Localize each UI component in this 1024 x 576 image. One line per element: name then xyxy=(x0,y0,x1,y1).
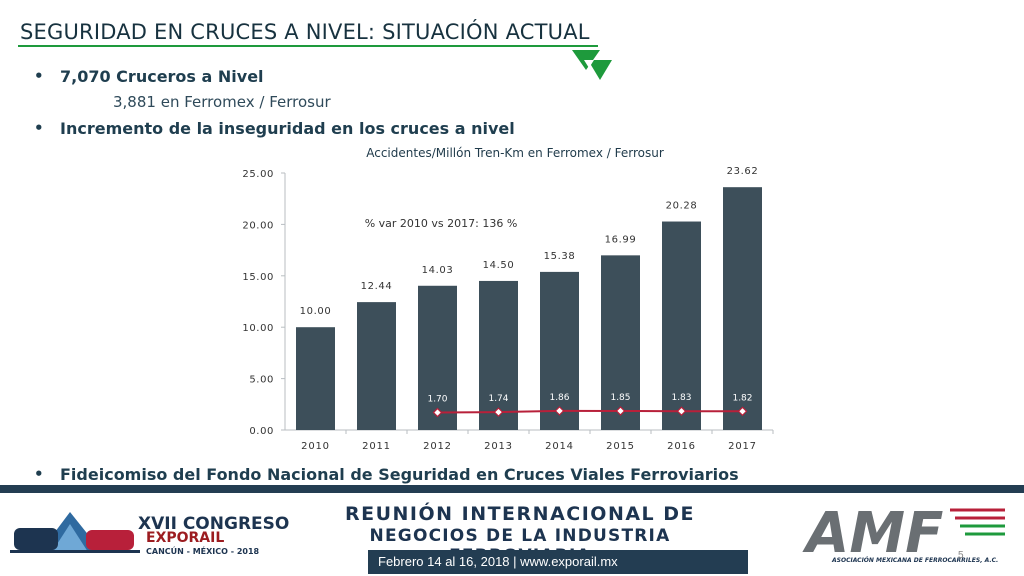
page-number: 5 xyxy=(958,550,964,561)
amf-organization-name: ASOCIACIÓN MEXICANA DE FERROCARRILES, A.… xyxy=(832,557,999,564)
x-tick-label: 2015 xyxy=(606,441,635,452)
bullet-crossings: • 7,070 Cruceros a Nivel xyxy=(34,67,264,86)
x-tick-label: 2013 xyxy=(484,441,513,452)
congress-location: CANCÚN - MÉXICO - 2018 xyxy=(146,547,260,556)
bar-value-label: 16.99 xyxy=(605,234,637,245)
x-tick-label: 2011 xyxy=(362,441,391,452)
line-point-marker xyxy=(615,406,626,416)
line-point-marker xyxy=(676,406,687,417)
bar-2015 xyxy=(601,255,640,430)
x-tick-label: 2017 xyxy=(728,441,757,452)
line-value-label: 1.86 xyxy=(549,393,569,403)
bullet-dot: • xyxy=(34,465,44,483)
bar-2011 xyxy=(357,302,396,430)
y-tick-label: 20.00 xyxy=(242,220,274,231)
bullet-insecurity: • Incremento de la inseguridad en los cr… xyxy=(34,119,515,138)
line-value-label: 1.74 xyxy=(488,394,508,404)
bar-value-label: 14.03 xyxy=(422,265,454,276)
bar-value-label: 15.38 xyxy=(544,251,576,262)
bar-2016 xyxy=(662,221,701,430)
amf-logo: AMF xyxy=(802,501,1005,558)
y-tick-label: 25.00 xyxy=(242,169,274,180)
bullet-insecurity-text: Incremento de la inseguridad en los cruc… xyxy=(60,119,515,138)
bar-2013 xyxy=(479,280,518,430)
line-value-label: 1.70 xyxy=(427,395,447,405)
bar-2010 xyxy=(296,327,335,430)
bar-2017 xyxy=(723,187,762,430)
amf-logo-text: AMF xyxy=(802,501,943,558)
y-tick-label: 15.00 xyxy=(242,272,274,283)
line-value-label: 1.82 xyxy=(732,393,752,403)
event-dates: Febrero 14 al 16, 2018 | www.exporail.mx xyxy=(378,554,618,569)
x-tick-label: 2012 xyxy=(423,441,452,452)
footer-divider xyxy=(0,485,1024,493)
line-point-marker xyxy=(737,406,748,417)
bullet-crossings-text: 7,070 Cruceros a Nivel xyxy=(60,67,264,86)
x-tick-label: 2014 xyxy=(545,441,574,452)
y-tick-label: 0.00 xyxy=(249,426,274,437)
bar-2012 xyxy=(418,285,457,430)
x-tick-label: 2010 xyxy=(301,441,330,452)
exporail-train-logo xyxy=(10,512,140,553)
event-dates-band: Febrero 14 al 16, 2018 | www.exporail.mx xyxy=(368,550,748,574)
bar-value-label: 14.50 xyxy=(483,260,515,271)
line-value-label: 1.85 xyxy=(610,393,630,403)
bar-2014 xyxy=(540,271,579,430)
line-point-marker xyxy=(432,407,443,418)
slide-title: SEGURIDAD EN CRUCES A NIVEL: SITUACIÓN A… xyxy=(20,20,590,44)
y-tick-label: 5.00 xyxy=(249,375,274,386)
bullet-trust-fund: • Fideicomiso del Fondo Nacional de Segu… xyxy=(34,465,739,484)
line-point-marker xyxy=(493,407,504,417)
y-tick-label: 10.00 xyxy=(242,323,274,334)
bar-value-label: 12.44 xyxy=(361,281,393,292)
safety-line-series xyxy=(437,409,743,414)
title-rule xyxy=(18,45,598,47)
meeting-title-line1: REUNIÓN INTERNACIONAL DE xyxy=(344,503,696,525)
bullet-dot: • xyxy=(34,67,44,85)
accident-rate-chart: 0.00 5.00 10.00 15.00 20.00 25.00 10.00 12.44 14… xyxy=(242,166,774,452)
title-arrow-decoration xyxy=(572,50,612,80)
bar-value-label: 10.00 xyxy=(300,306,332,317)
bar-value-label: 20.28 xyxy=(666,201,698,212)
exporail-name: EXPORAIL xyxy=(146,530,225,546)
chart-annotation: % var 2010 vs 2017: 136 % xyxy=(365,217,518,230)
congress-name: XVII CONGRESO xyxy=(138,514,290,534)
x-tick-label: 2016 xyxy=(667,441,696,452)
line-value-label: 1.83 xyxy=(671,393,691,403)
bullet-trust-fund-text: Fideicomiso del Fondo Nacional de Seguri… xyxy=(60,465,739,484)
bar-value-label: 23.62 xyxy=(727,166,759,177)
line-point-marker xyxy=(554,406,565,416)
sub-bullet-ferromex: 3,881 en Ferromex / Ferrosur xyxy=(113,93,331,111)
bullet-dot: • xyxy=(34,119,44,137)
chart-title: Accidentes/Millón Tren-Km en Ferromex / … xyxy=(366,146,664,160)
